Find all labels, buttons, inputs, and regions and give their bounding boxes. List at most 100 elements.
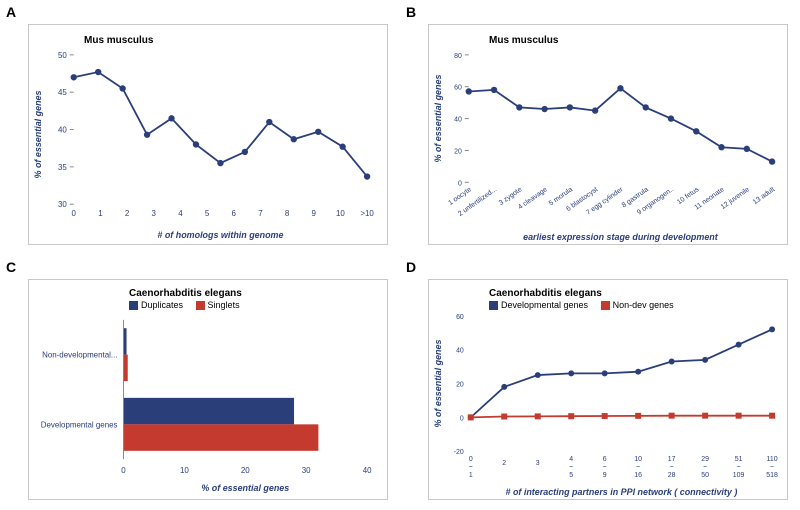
svg-text:4: 4 xyxy=(178,209,183,218)
legend-item-nondev: Non-dev genes xyxy=(601,300,674,310)
legend-swatch-dev xyxy=(489,301,498,310)
chart-c-svg: 010203040Non-developmental...Development… xyxy=(29,280,387,499)
legend-label-nondev: Non-dev genes xyxy=(613,300,674,310)
svg-text:60: 60 xyxy=(454,85,462,92)
svg-text:45: 45 xyxy=(58,88,67,97)
svg-text:0: 0 xyxy=(469,456,473,463)
svg-text:40: 40 xyxy=(454,117,462,124)
svg-text:7: 7 xyxy=(258,209,263,218)
svg-text:% of essential genes: % of essential genes xyxy=(33,90,43,178)
svg-text:% of essential genes: % of essential genes xyxy=(433,75,443,163)
svg-text:# of homologs within genome: # of homologs within genome xyxy=(157,230,283,240)
legend-swatch-duplicates xyxy=(129,301,138,310)
svg-text:518: 518 xyxy=(766,472,778,479)
svg-text:~: ~ xyxy=(737,464,741,471)
svg-text:16: 16 xyxy=(634,472,642,479)
chart-b: Mus musculus 0204060801 oocyte2 unfertil… xyxy=(428,24,788,245)
svg-text:3: 3 xyxy=(152,209,157,218)
panel-letter-c: C xyxy=(6,259,16,275)
legend-swatch-nondev xyxy=(601,301,610,310)
svg-text:40: 40 xyxy=(58,126,67,135)
svg-text:28: 28 xyxy=(668,472,676,479)
svg-text:50: 50 xyxy=(58,51,67,60)
svg-text:Developmental genes: Developmental genes xyxy=(41,420,118,429)
svg-text:6: 6 xyxy=(603,456,607,463)
svg-text:earliest expression stage duri: earliest expression stage during develop… xyxy=(523,232,719,242)
svg-text:17: 17 xyxy=(668,456,676,463)
svg-text:4: 4 xyxy=(569,456,573,463)
svg-text:~: ~ xyxy=(603,464,607,471)
svg-text:2: 2 xyxy=(502,460,506,467)
svg-text:60: 60 xyxy=(456,314,464,321)
svg-text:-20: -20 xyxy=(454,449,464,456)
svg-text:40: 40 xyxy=(456,348,464,355)
svg-text:35: 35 xyxy=(58,163,67,172)
legend-label-dev: Developmental genes xyxy=(501,300,588,310)
chart-c: Caenorhabditis elegans Duplicates Single… xyxy=(28,279,388,500)
svg-text:5: 5 xyxy=(569,472,573,479)
svg-text:29: 29 xyxy=(701,456,709,463)
chart-d: Caenorhabditis elegans Developmental gen… xyxy=(428,279,788,500)
panel-b: B Mus musculus 0204060801 oocyte2 unfert… xyxy=(400,0,800,255)
svg-text:6: 6 xyxy=(232,209,237,218)
panel-letter-a: A xyxy=(6,4,16,20)
legend-swatch-singlets xyxy=(196,301,205,310)
panel-letter-b: B xyxy=(406,4,416,20)
svg-text:51: 51 xyxy=(735,456,743,463)
chart-d-svg: -2002040600~1234~56~910~1617~2829~5051~1… xyxy=(429,280,787,499)
svg-text:~: ~ xyxy=(670,464,674,471)
svg-text:% of essential genes: % of essential genes xyxy=(201,483,289,493)
svg-text:13 adult: 13 adult xyxy=(752,186,776,206)
svg-text:1: 1 xyxy=(98,209,103,218)
chart-d-legend: Developmental genes Non-dev genes xyxy=(489,300,684,312)
svg-text:40: 40 xyxy=(363,466,372,475)
legend-item-singlets: Singlets xyxy=(196,300,240,310)
svg-text:2: 2 xyxy=(125,209,130,218)
chart-a: Mus musculus 3035404550012345678910>10% … xyxy=(28,24,388,245)
svg-text:Non-developmental...: Non-developmental... xyxy=(42,351,117,360)
chart-d-title: Caenorhabditis elegans xyxy=(489,288,602,299)
svg-text:9: 9 xyxy=(312,209,317,218)
svg-text:50: 50 xyxy=(701,472,709,479)
legend-item-duplicates: Duplicates xyxy=(129,300,183,310)
svg-text:~: ~ xyxy=(569,464,573,471)
svg-text:10: 10 xyxy=(634,456,642,463)
chart-a-title: Mus musculus xyxy=(84,35,153,46)
chart-b-title: Mus musculus xyxy=(489,35,558,46)
svg-text:12 juvenile: 12 juvenile xyxy=(720,186,751,211)
svg-text:80: 80 xyxy=(454,53,462,60)
chart-c-legend: Duplicates Singlets xyxy=(129,300,250,312)
svg-text:~: ~ xyxy=(469,464,473,471)
svg-text:20: 20 xyxy=(456,382,464,389)
svg-text:110: 110 xyxy=(767,456,778,463)
svg-text:30: 30 xyxy=(58,200,67,209)
svg-text:>10: >10 xyxy=(360,209,374,218)
svg-text:0: 0 xyxy=(121,466,126,475)
svg-text:0: 0 xyxy=(460,415,464,422)
svg-text:# of interacting partners in P: # of interacting partners in PPI network… xyxy=(506,487,738,497)
svg-text:% of essential genes: % of essential genes xyxy=(433,340,443,428)
chart-b-svg: 0204060801 oocyte2 unfertilized...3 zygo… xyxy=(429,25,787,244)
legend-label-duplicates: Duplicates xyxy=(141,300,183,310)
legend-item-dev: Developmental genes xyxy=(489,300,588,310)
panel-letter-d: D xyxy=(406,259,416,275)
svg-text:20: 20 xyxy=(454,148,462,155)
panel-c: C Caenorhabditis elegans Duplicates Sing… xyxy=(0,255,400,510)
svg-text:8: 8 xyxy=(285,209,290,218)
figure-grid: A Mus musculus 3035404550012345678910>10… xyxy=(0,0,800,510)
panel-a: A Mus musculus 3035404550012345678910>10… xyxy=(0,0,400,255)
svg-text:~: ~ xyxy=(703,464,707,471)
svg-text:1: 1 xyxy=(469,472,473,479)
svg-text:3: 3 xyxy=(536,460,540,467)
svg-text:~: ~ xyxy=(636,464,640,471)
panel-d: D Caenorhabditis elegans Developmental g… xyxy=(400,255,800,510)
svg-text:10: 10 xyxy=(336,209,345,218)
svg-text:30: 30 xyxy=(302,466,311,475)
svg-text:5: 5 xyxy=(205,209,210,218)
svg-text:10: 10 xyxy=(180,466,189,475)
chart-a-svg: 3035404550012345678910>10% of essential … xyxy=(29,25,387,244)
chart-c-title: Caenorhabditis elegans xyxy=(129,288,242,299)
svg-text:109: 109 xyxy=(733,472,745,479)
svg-text:9: 9 xyxy=(603,472,607,479)
legend-label-singlets: Singlets xyxy=(208,300,240,310)
